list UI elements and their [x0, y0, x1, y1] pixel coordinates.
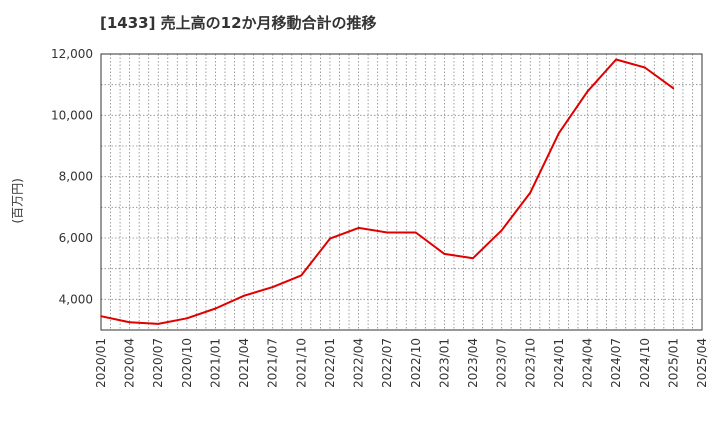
y-tick-label: 10,000 — [51, 108, 93, 122]
y-tick-label: 8,000 — [59, 170, 93, 184]
data-point — [271, 286, 274, 288]
data-point — [214, 307, 217, 310]
x-tick-label: 2021/10 — [294, 338, 308, 388]
data-point — [186, 317, 188, 320]
x-tick-label: 2020/07 — [151, 338, 165, 388]
data-point — [586, 90, 589, 93]
x-tick-label: 2020/04 — [123, 338, 137, 388]
chart-title: [1433] 売上高の12か月移動合計の推移 — [100, 14, 377, 32]
data-point — [386, 231, 388, 234]
data-point — [300, 274, 303, 277]
y-tick-label: 12,000 — [51, 47, 93, 61]
x-tick-label: 2023/04 — [466, 338, 480, 388]
y-tick-label: 4,000 — [59, 292, 93, 306]
data-point — [672, 87, 675, 90]
x-tick-label: 2025/01 — [666, 338, 680, 388]
data-point — [243, 294, 245, 297]
data-point — [529, 191, 532, 194]
data-point — [329, 237, 331, 240]
data-point — [128, 321, 131, 324]
data-point — [615, 58, 617, 61]
grid — [101, 54, 702, 330]
series-layer — [100, 58, 675, 325]
data-point — [558, 132, 560, 134]
x-tick-label: 2022/04 — [352, 338, 366, 388]
x-tick-label: 2023/01 — [437, 338, 451, 388]
x-tick-label: 2020/10 — [180, 338, 194, 388]
data-point — [415, 231, 417, 234]
x-tick-label: 2024/07 — [609, 338, 623, 388]
plot-frame — [100, 53, 703, 331]
data-point — [100, 315, 102, 318]
data-point — [500, 229, 503, 232]
x-tick-label: 2022/10 — [409, 338, 423, 388]
x-tick-label: 2024/04 — [581, 338, 595, 388]
x-tick-label: 2022/07 — [380, 338, 394, 388]
x-tick-label: 2023/07 — [495, 338, 509, 388]
data-point — [357, 227, 360, 229]
data-point — [472, 257, 474, 260]
data-point — [443, 253, 446, 255]
x-tick-label: 2021/07 — [266, 338, 280, 388]
x-tick-label: 2023/10 — [523, 338, 537, 388]
data-point — [643, 66, 646, 69]
x-tick-label: 2024/10 — [638, 338, 652, 388]
x-tick-label: 2025/04 — [695, 338, 709, 388]
x-tick-label: 2024/01 — [552, 338, 566, 388]
x-tick-label: 2022/01 — [323, 338, 337, 388]
y-tick-labels: 4,000 6,000 8,000 10,000 12,000 — [51, 47, 93, 306]
y-tick-label: 6,000 — [59, 231, 93, 245]
x-tick-label: 2021/04 — [237, 338, 251, 388]
data-point — [157, 323, 160, 325]
x-tick-label: 2021/01 — [208, 338, 222, 388]
x-tick-labels: 2020/01 2020/04 2020/07 2020/10 2021/01 2021/… — [94, 338, 709, 388]
x-tick-label: 2020/01 — [94, 338, 108, 388]
